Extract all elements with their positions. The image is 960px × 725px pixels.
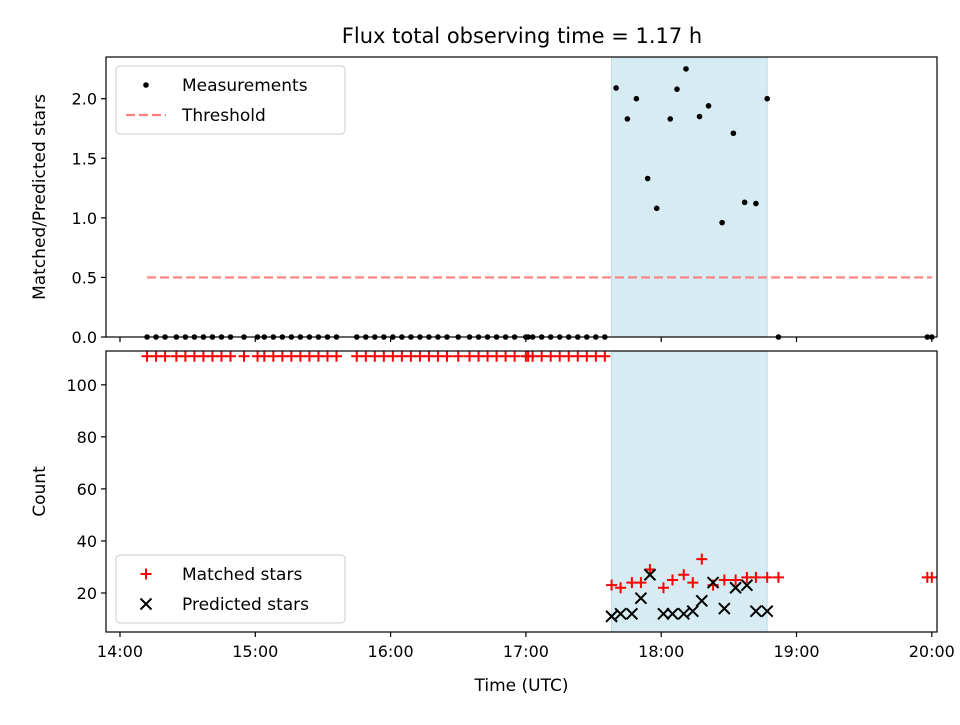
legend-label: Predicted stars	[182, 595, 309, 615]
data-point	[635, 577, 647, 589]
data-point	[238, 350, 250, 362]
data-point	[159, 350, 171, 362]
data-point	[749, 604, 763, 618]
y-tick-label: 60	[77, 480, 97, 499]
legend-swatch	[140, 568, 152, 580]
data-point	[625, 607, 639, 620]
data-point	[330, 350, 342, 362]
x-tick-label: 17:00	[503, 642, 549, 661]
data-point	[224, 350, 236, 362]
plot-frame	[105, 56, 938, 338]
y-tick-label: 1.5	[72, 149, 97, 168]
y-tick-label: 0.0	[72, 328, 97, 347]
y-tick-label: 80	[77, 428, 97, 447]
legend-box	[115, 554, 346, 624]
data-point	[657, 607, 670, 620]
data-point	[614, 607, 627, 620]
x-tick-label: 18:00	[638, 642, 684, 661]
data-point	[657, 582, 669, 594]
legend-swatch	[139, 597, 153, 611]
legend-box	[115, 65, 346, 135]
data-point	[624, 116, 631, 122]
y-tick-label: 40	[77, 532, 97, 551]
data-point	[678, 569, 690, 581]
data-point	[772, 571, 784, 583]
count-panel: 20 40 60 80 100 14:00 15:00 16:00 17:00 18:00 19:0…	[30, 350, 955, 696]
highlight-span	[611, 56, 768, 338]
data-point	[644, 175, 651, 182]
y-axis-label: Matched/Predicted stars	[30, 94, 50, 300]
data-point	[696, 553, 708, 565]
data-point	[674, 86, 680, 92]
data-point	[667, 116, 674, 122]
data-point	[741, 199, 748, 206]
data-point	[730, 574, 742, 586]
legend-label: Measurements	[182, 76, 308, 96]
data-point	[633, 95, 640, 102]
series-predicted-stars	[605, 568, 774, 623]
legend-swatch	[143, 82, 149, 88]
data-point	[683, 66, 689, 72]
y-tick-label: 2.0	[72, 90, 97, 109]
x-tick-label: 14:00	[97, 642, 143, 661]
series-matched-stars	[141, 350, 938, 594]
data-point	[677, 607, 690, 620]
legend-label: Matched stars	[182, 565, 302, 585]
y-axis-label: Count	[30, 466, 50, 517]
data-point	[644, 564, 656, 576]
data-point	[719, 219, 725, 226]
y-tick-label: 20	[77, 584, 97, 603]
data-point	[666, 574, 678, 586]
data-point	[615, 582, 627, 594]
legend-label: Threshold	[181, 106, 266, 126]
data-point	[606, 579, 618, 591]
ratio-panel: 0.0 0.5 1.0 1.5 2.0 Matched/Predicted stars Me…	[30, 56, 938, 347]
data-point	[729, 581, 742, 594]
data-point	[761, 571, 773, 583]
data-point	[705, 103, 712, 109]
data-point	[634, 591, 648, 605]
data-point	[760, 604, 774, 618]
plot-frame	[105, 350, 938, 633]
x-tick-label: 16:00	[368, 642, 414, 661]
chart-title: Flux total observing time = 1.17 h	[342, 24, 702, 48]
x-tick-label: 19:00	[773, 642, 819, 661]
data-point	[696, 113, 703, 120]
data-point	[687, 577, 699, 589]
y-tick-label: 0.5	[72, 268, 97, 287]
highlight-span	[611, 350, 768, 633]
data-point	[718, 602, 731, 615]
data-point	[509, 350, 521, 362]
data-point	[695, 594, 709, 607]
x-axis-label: Time (UTC)	[474, 676, 569, 696]
data-point	[599, 350, 611, 362]
x-tick-label: 15:00	[232, 642, 278, 661]
data-point	[613, 85, 619, 91]
legend: Measurements Threshold	[115, 65, 346, 135]
data-point	[441, 350, 453, 362]
data-point	[718, 574, 730, 586]
x-tick-label: 20:00	[909, 642, 955, 661]
data-point	[730, 130, 737, 137]
data-point	[926, 571, 938, 583]
data-point	[643, 568, 657, 581]
y-tick-label: 1.0	[72, 209, 97, 228]
data-point	[653, 205, 660, 212]
data-point	[605, 610, 618, 623]
data-point	[686, 604, 699, 618]
data-point	[750, 571, 762, 583]
data-point	[666, 607, 679, 620]
data-point	[753, 200, 759, 207]
y-tick-label: 100	[66, 376, 97, 395]
data-point	[452, 350, 464, 362]
data-point	[740, 578, 754, 592]
data-point	[706, 576, 720, 589]
data-point	[764, 95, 770, 102]
legend: Matched stars Predicted stars	[115, 554, 346, 624]
